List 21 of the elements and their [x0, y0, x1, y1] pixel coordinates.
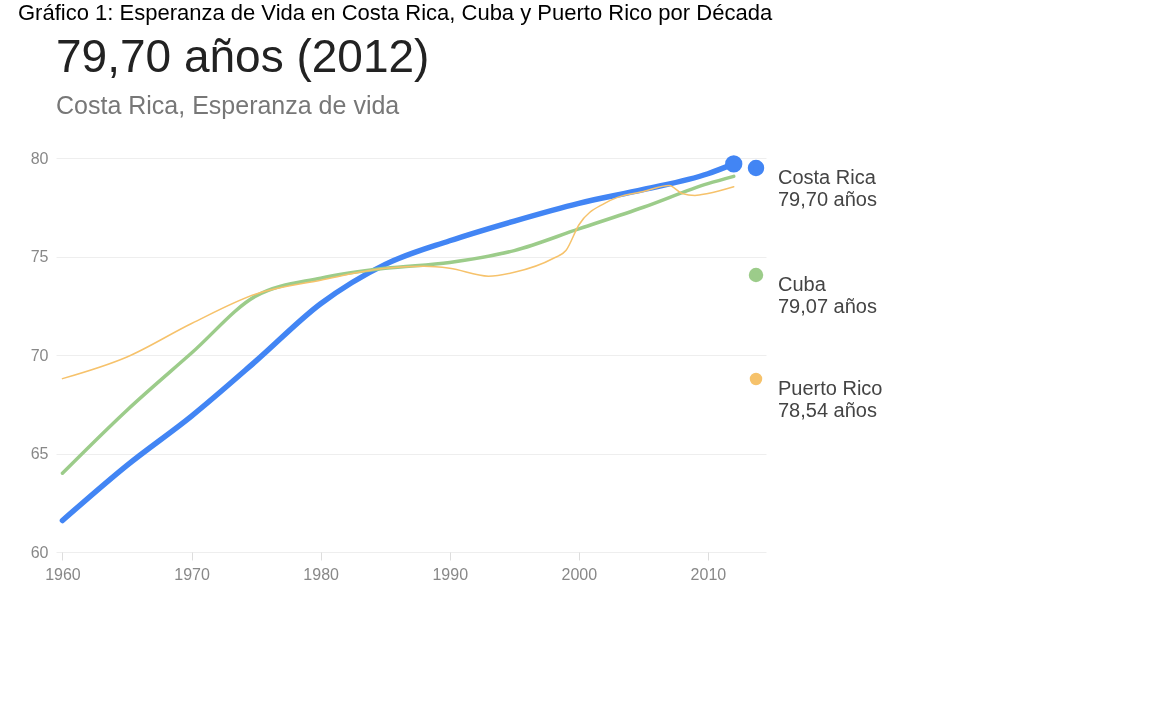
- y-tick-label: 80: [30, 149, 49, 167]
- x-tick-label: 2000: [561, 565, 598, 583]
- y-tick-label: 70: [30, 346, 49, 364]
- legend-label: Costa Rica: [778, 166, 877, 188]
- text: Gráfico 1: Esperanza de Vida en Costa Rica, Cuba y Puerto Rico por Década: [18, 0, 774, 26]
- chart-subtitle: Costa Rica, Esperanza de vida: [56, 91, 400, 119]
- text: 79,70 años: [778, 188, 877, 210]
- x-tick-label: 1980: [303, 565, 340, 583]
- x-tick-label: 1990: [432, 565, 469, 583]
- x-tick-label: 1960: [45, 565, 81, 583]
- line-series: [61, 184, 735, 380]
- y-tick-label: 60: [30, 543, 49, 561]
- chart-title: 79,70 años (2012): [56, 30, 430, 82]
- y-tick-label: 75: [30, 248, 49, 265]
- x-tick-label: 2010: [690, 565, 727, 583]
- y-tick-label: 65: [30, 445, 49, 462]
- text: 78,54 años: [778, 399, 877, 421]
- x-tick-label: 1970: [174, 565, 210, 583]
- legend-label: Cuba: [778, 273, 827, 295]
- legend-label: Puerto Rico: [778, 377, 883, 399]
- text: 79,07 años: [778, 295, 877, 317]
